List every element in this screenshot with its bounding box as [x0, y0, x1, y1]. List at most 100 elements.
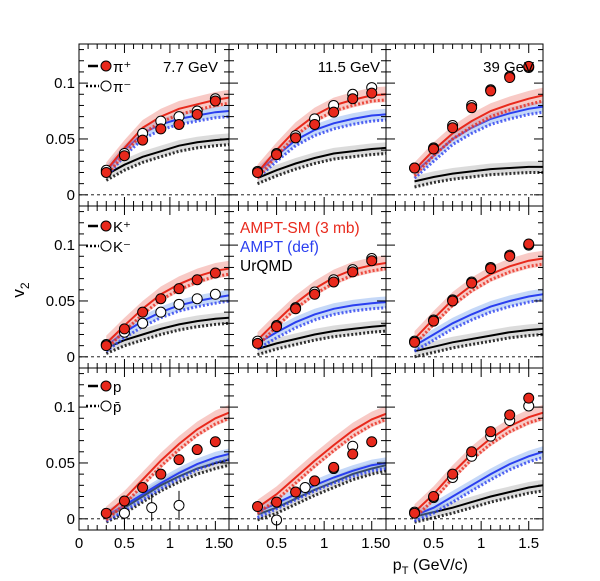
data-point-minus [191, 293, 203, 305]
y-axis-label-sub: 2 [18, 282, 32, 289]
data-point-plus [366, 436, 378, 448]
data-point-plus [209, 95, 221, 107]
legend-marker-minus [100, 240, 112, 252]
data-point-plus [100, 166, 112, 178]
data-point-plus [271, 149, 283, 161]
x-tick-label: 1.5 [361, 535, 382, 552]
y-tick-label: 0.05 [46, 131, 75, 148]
panel-plot-area [229, 253, 386, 358]
data-point-plus [118, 150, 130, 162]
model-band-urqmd [106, 454, 229, 523]
data-point-plus [485, 263, 497, 275]
data-point-plus [191, 108, 203, 120]
legend-pion: π⁺ π⁻ [113, 59, 131, 96]
model-line-dotted-def [105, 299, 229, 353]
panel-K-1 [228, 205, 387, 369]
data-point-plus [271, 496, 283, 508]
model-line-dotted-urqmd [257, 469, 386, 522]
model-line-def [105, 110, 229, 173]
legend-proton: p p̄ [113, 379, 121, 416]
data-point-plus [447, 295, 459, 307]
model-band-sm [414, 87, 543, 179]
data-point-plus [173, 118, 185, 130]
panel-K-2 [385, 205, 544, 369]
legend-pion-plus: π⁺ [113, 59, 131, 76]
model-line-def [413, 293, 543, 347]
data-point-plus [137, 134, 149, 146]
model-line-urqmd [257, 324, 386, 350]
legend-marker-plus [100, 220, 112, 232]
panel-plot-area [79, 404, 229, 527]
legend-marker-plus [100, 60, 112, 72]
x-tick-label: 0 [382, 535, 390, 552]
data-point-plus [155, 293, 167, 305]
data-point-plus [366, 87, 378, 99]
panel-K-0: 0 0.05 0.1 [46, 205, 230, 369]
y-tick-label: 0 [67, 187, 75, 204]
data-point-plus [252, 501, 264, 513]
data-point-plus [447, 122, 459, 134]
panel-plot-area [79, 260, 229, 358]
data-point-plus [290, 303, 302, 315]
panel-plot-area [386, 238, 543, 359]
model-legend-urqmd: UrQMD [240, 258, 293, 275]
legend-pion-minus: π⁻ [113, 79, 131, 96]
data-point-minus [299, 482, 311, 494]
data-point-minus [137, 317, 149, 329]
model-band-def [414, 288, 543, 352]
x-axis-label-main: p [393, 557, 402, 574]
data-point-plus [466, 277, 478, 289]
energy-label-39: 39 GeV [483, 59, 534, 76]
y-axis-label: v2 [9, 282, 32, 298]
data-point-plus [523, 392, 535, 404]
model-line-dotted-urqmd [256, 152, 386, 186]
legend-kaon: K⁺ K⁻ [113, 219, 131, 256]
data-point-plus [428, 143, 440, 155]
panel-p-1: 0 0.5 1 1.5 [225, 367, 387, 552]
x-axis-label-sub: T [402, 565, 409, 577]
model-line-urqmd [257, 146, 386, 180]
data-point-plus [252, 337, 264, 349]
data-point-plus [366, 255, 378, 267]
data-point-plus [485, 85, 497, 97]
model-band-def [257, 457, 386, 518]
model-line-dotted-sm [256, 267, 386, 347]
model-line-dotted-def [413, 455, 543, 523]
model-line-dotted-urqmd [105, 143, 229, 182]
model-line-sm [413, 411, 543, 513]
model-band-urqmd [414, 161, 543, 188]
model-line-dotted-sm [413, 416, 543, 519]
x-tick-label: 1.5 [518, 535, 539, 552]
data-point-plus [347, 93, 359, 105]
legend-proton-plus: p [113, 379, 121, 396]
data-point-minus [209, 288, 221, 300]
model-line-dotted-def [413, 298, 543, 353]
data-point-plus [209, 436, 221, 448]
data-point-plus [309, 475, 321, 487]
data-point-plus [137, 482, 149, 494]
data-point-plus [173, 454, 185, 466]
model-line-dotted-urqmd [414, 333, 543, 359]
panel-p-0: 0 0.05 0.1 0 0.5 1 1.5 [46, 367, 230, 552]
y-tick-label: 0.1 [54, 399, 75, 416]
model-band-def [106, 289, 229, 352]
legend-marker-minus [100, 80, 112, 92]
model-band-urqmd [414, 323, 543, 357]
energy-label-11p5: 11.5 GeV [318, 59, 380, 76]
x-tick-label: 1.5 [205, 535, 226, 552]
model-line-urqmd [414, 165, 543, 183]
data-point-plus [347, 266, 359, 278]
y-axis-label-main: v [9, 289, 28, 298]
data-point-plus [290, 486, 302, 498]
y-tick-label: 0 [67, 511, 75, 528]
model-line-dotted-sm [413, 99, 543, 177]
model-line-dotted-urqmd [414, 171, 543, 189]
data-point-plus [137, 306, 149, 318]
model-line-dotted-sm [256, 418, 386, 515]
legend-kaon-plus: K⁺ [113, 219, 131, 236]
panel-plot-area [386, 392, 543, 524]
model-band-def [106, 448, 229, 522]
y-tick-label: 0.1 [54, 75, 75, 92]
panel-p-2: 0 0.5 1 1.5 [382, 367, 544, 552]
data-point-plus [155, 468, 167, 480]
